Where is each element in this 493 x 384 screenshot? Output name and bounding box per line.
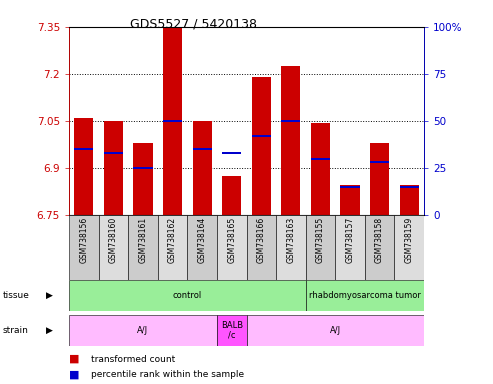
Text: GSM738159: GSM738159 bbox=[405, 217, 414, 263]
Bar bbox=[365, 215, 394, 280]
Bar bbox=[281, 120, 301, 122]
Bar bbox=[306, 215, 335, 280]
Bar bbox=[246, 215, 276, 280]
Text: ▶: ▶ bbox=[46, 291, 53, 300]
Text: percentile rank within the sample: percentile rank within the sample bbox=[91, 370, 245, 379]
Text: control: control bbox=[173, 291, 202, 300]
Bar bbox=[158, 215, 187, 280]
Text: GSM738160: GSM738160 bbox=[109, 217, 118, 263]
Text: BALB
/c: BALB /c bbox=[221, 321, 243, 340]
Text: GSM738166: GSM738166 bbox=[257, 217, 266, 263]
Bar bbox=[192, 148, 212, 150]
Bar bbox=[163, 27, 182, 215]
Bar bbox=[335, 215, 365, 280]
Text: GSM738164: GSM738164 bbox=[198, 217, 207, 263]
Bar bbox=[252, 77, 271, 215]
Bar bbox=[163, 120, 182, 122]
Text: strain: strain bbox=[2, 326, 28, 335]
Bar bbox=[69, 215, 99, 280]
Bar bbox=[99, 215, 128, 280]
Bar bbox=[400, 186, 419, 188]
Bar bbox=[246, 315, 424, 346]
Text: GSM738163: GSM738163 bbox=[286, 217, 295, 263]
Bar bbox=[133, 167, 153, 169]
Bar bbox=[128, 215, 158, 280]
Text: GSM738157: GSM738157 bbox=[346, 217, 354, 263]
Text: ▶: ▶ bbox=[46, 326, 53, 335]
Bar bbox=[370, 161, 389, 163]
Bar bbox=[133, 143, 153, 215]
Bar bbox=[192, 121, 212, 215]
Text: GSM738156: GSM738156 bbox=[79, 217, 88, 263]
Text: GSM738158: GSM738158 bbox=[375, 217, 384, 263]
Text: GSM738162: GSM738162 bbox=[168, 217, 177, 263]
Bar bbox=[217, 315, 246, 346]
Bar bbox=[306, 280, 424, 311]
Bar bbox=[311, 122, 330, 215]
Text: tissue: tissue bbox=[2, 291, 30, 300]
Text: rhabdomyosarcoma tumor: rhabdomyosarcoma tumor bbox=[309, 291, 421, 300]
Bar bbox=[311, 158, 330, 159]
Bar bbox=[222, 176, 242, 215]
Bar bbox=[69, 315, 217, 346]
Bar bbox=[276, 215, 306, 280]
Bar bbox=[74, 118, 94, 215]
Bar bbox=[341, 186, 360, 188]
Text: ■: ■ bbox=[69, 354, 79, 364]
Bar bbox=[400, 185, 419, 215]
Text: GSM738155: GSM738155 bbox=[316, 217, 325, 263]
Text: GSM738165: GSM738165 bbox=[227, 217, 236, 263]
Text: A/J: A/J bbox=[138, 326, 148, 335]
Text: ■: ■ bbox=[69, 369, 79, 379]
Bar bbox=[394, 215, 424, 280]
Bar bbox=[341, 185, 360, 215]
Text: A/J: A/J bbox=[330, 326, 341, 335]
Bar bbox=[187, 215, 217, 280]
Bar bbox=[217, 215, 246, 280]
Bar bbox=[252, 135, 271, 137]
Bar bbox=[104, 121, 123, 215]
Bar bbox=[104, 152, 123, 154]
Text: GDS5527 / 5420138: GDS5527 / 5420138 bbox=[130, 17, 257, 30]
Bar bbox=[69, 280, 306, 311]
Bar bbox=[74, 148, 94, 150]
Text: transformed count: transformed count bbox=[91, 354, 176, 364]
Bar bbox=[370, 143, 389, 215]
Text: GSM738161: GSM738161 bbox=[139, 217, 147, 263]
Bar bbox=[281, 66, 301, 215]
Bar bbox=[222, 152, 242, 154]
